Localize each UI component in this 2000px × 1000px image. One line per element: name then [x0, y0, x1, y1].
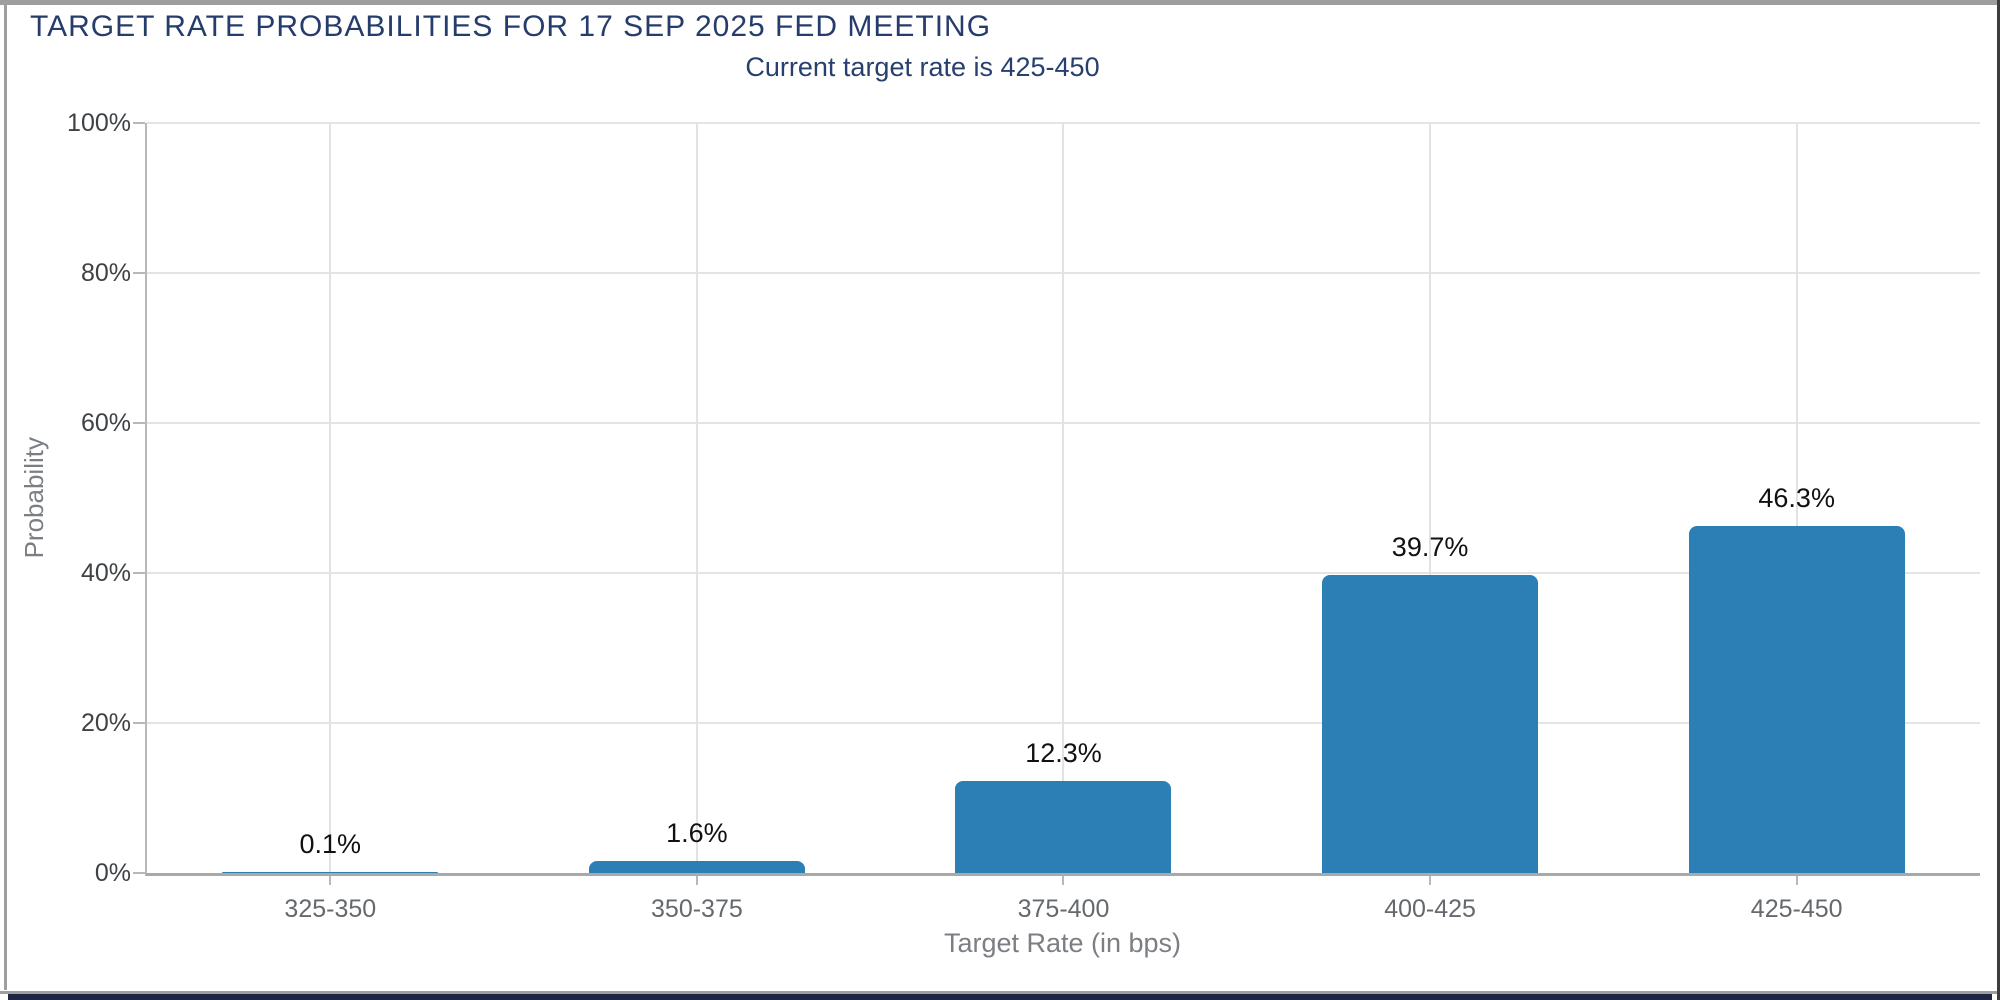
v-gridline	[1795, 123, 1798, 873]
y-tick-label: 40%	[80, 559, 131, 587]
bar-value-label: 39.7%	[1391, 532, 1469, 563]
y-tick-label: 20%	[80, 709, 131, 737]
y-axis-tick	[133, 872, 145, 874]
category-column: 46.3% 425-450	[1613, 123, 1980, 923]
category-column: 1.6% 350-375	[514, 123, 881, 923]
y-axis-labels: 0% 20% 40% 60% 80% 100%	[0, 109, 131, 887]
x-axis-tick	[1795, 876, 1798, 885]
category-columns: 0.1% 325-350 1.6% 350-375 12.3% 375-400 39.7% 4…	[147, 123, 1980, 923]
probability-bar[interactable]	[955, 780, 1172, 873]
bar-value-label: 46.3%	[1758, 482, 1835, 513]
probability-bar[interactable]	[1688, 525, 1905, 873]
x-axis-tick	[1062, 876, 1065, 885]
y-tick-label: 100%	[67, 109, 131, 137]
plot-area: 0.1% 325-350 1.6% 350-375 12.3% 375-400 39.7% 4…	[133, 122, 1980, 923]
y-tick-label: 60%	[80, 409, 131, 437]
y-axis-tick	[133, 722, 145, 724]
x-tick-label: 350-375	[651, 895, 743, 923]
v-gridline	[1429, 123, 1432, 873]
panel-border-left	[4, 5, 7, 990]
x-axis-tick	[329, 876, 332, 885]
x-tick-label: 375-400	[1017, 895, 1110, 923]
panel-border-bottom	[0, 991, 1997, 994]
y-axis-tick	[133, 122, 145, 124]
bar-value-label: 0.1%	[299, 829, 362, 860]
y-axis-tick	[133, 422, 145, 424]
probability-bar[interactable]	[222, 872, 439, 873]
category-column: 12.3% 375-400	[880, 123, 1247, 923]
bar-value-label: 12.3%	[1025, 737, 1102, 768]
panel-border-top	[0, 0, 2000, 5]
bar-value-label: 1.6%	[666, 818, 728, 848]
x-tick-label: 400-425	[1384, 895, 1476, 923]
y-tick-label: 80%	[80, 259, 131, 287]
chart-title: TARGET RATE PROBABILITIES FOR 17 SEP 202…	[30, 10, 992, 43]
panel-border-right	[1997, 0, 2000, 1000]
probability-bar[interactable]	[1322, 575, 1539, 873]
x-axis-tick	[695, 876, 698, 885]
chart-subtitle: Current target rate is 425-450	[745, 52, 1100, 82]
x-tick-label: 325-350	[284, 895, 377, 923]
x-tick-label: 425-450	[1750, 895, 1843, 923]
x-axis-tick	[1429, 876, 1432, 885]
y-tick-label: 0%	[94, 859, 131, 887]
x-axis-title: Target Rate (in bps)	[943, 928, 1182, 958]
v-gridline	[1062, 123, 1065, 873]
y-axis-tick	[133, 272, 145, 274]
y-axis-tick	[133, 572, 145, 574]
category-column: 39.7% 400-425	[1247, 123, 1614, 923]
footer-strip	[8, 994, 1992, 1000]
category-column: 0.1% 325-350	[147, 123, 514, 923]
v-gridline	[695, 123, 698, 873]
v-gridline	[329, 123, 332, 873]
probability-bar[interactable]	[588, 861, 805, 873]
